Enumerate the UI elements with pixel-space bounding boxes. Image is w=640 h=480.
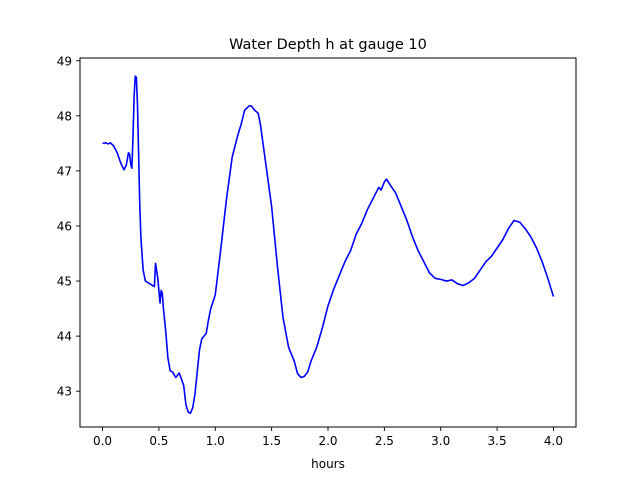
- x-tick-label: 2.0: [318, 434, 337, 448]
- x-tick-label: 0.0: [93, 434, 112, 448]
- x-tick-label: 2.5: [375, 434, 394, 448]
- series-line-0: [102, 75, 555, 415]
- x-tick-label: 3.5: [488, 434, 507, 448]
- x-tick-label: 1.5: [262, 434, 281, 448]
- y-tick-label: 44: [57, 330, 72, 344]
- x-tick-label: 1.0: [206, 434, 225, 448]
- series-line-group: [102, 75, 555, 415]
- x-axis-label: hours: [311, 457, 345, 471]
- x-tick-label: 0.5: [149, 434, 168, 448]
- y-tick-label: 47: [57, 164, 72, 178]
- x-axis-ticks: 0.0 0.5 1.0 1.5 2.0 2.5 3.0 3.5 4.0: [93, 427, 563, 448]
- y-tick-label: 45: [57, 275, 72, 289]
- x-tick-label: 3.0: [431, 434, 450, 448]
- x-tick-label: 4.0: [544, 434, 563, 448]
- y-tick-label: 46: [57, 219, 72, 233]
- y-tick-label: 43: [57, 385, 72, 399]
- y-tick-label: 49: [57, 54, 72, 68]
- chart-title: Water Depth h at gauge 10: [229, 37, 427, 53]
- y-axis-ticks: 43 44 45 46 47 48 49: [57, 54, 80, 399]
- y-tick-label: 48: [57, 109, 72, 123]
